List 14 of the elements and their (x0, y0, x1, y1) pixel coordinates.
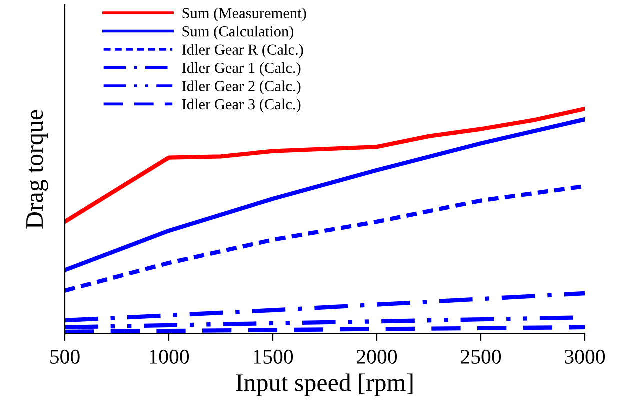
legend-label: Sum (Calculation) (182, 26, 294, 40)
x-tick-label: 2500 (461, 350, 502, 364)
x-tick-label: 3000 (565, 350, 606, 364)
x-tick-label: 1500 (254, 350, 294, 364)
x-axis-title: Input speed [rpm] (236, 374, 413, 396)
legend-label: Sum (Measurement) (182, 8, 306, 22)
x-tick-label: 500 (50, 350, 80, 364)
x-tick-label: 1000 (150, 350, 190, 364)
x-tick-label: 2000 (357, 350, 398, 364)
y-axis-title: Drag torque (26, 110, 48, 229)
legend-label: Idler Gear 1 (Calc.) (182, 62, 301, 76)
legend-label: Idler Gear R (Calc.) (182, 44, 304, 58)
legend-label: Idler Gear 3 (Calc.) (182, 98, 301, 113)
legend-label: Idler Gear 2 (Calc.) (182, 80, 301, 95)
